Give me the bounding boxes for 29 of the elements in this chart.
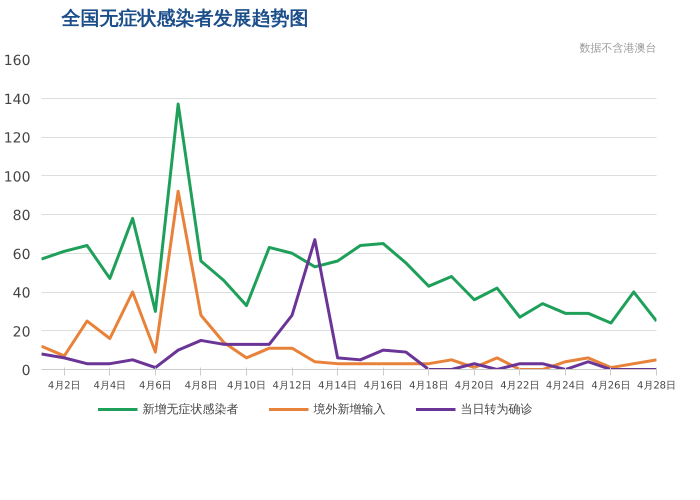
y-tick-label: 40 <box>12 286 31 302</box>
x-tick-label: 4月4日 <box>93 380 126 392</box>
x-tick-label: 4月18日 <box>409 380 448 392</box>
y-tick-label: 60 <box>12 246 31 263</box>
x-tick-label: 4月26日 <box>591 380 630 392</box>
x-tick-label: 4月20日 <box>454 380 494 392</box>
x-tick-label: 4月8日 <box>184 380 218 392</box>
x-tick-label: 4月10日 <box>226 380 266 392</box>
y-tick-label: 0 <box>22 363 31 379</box>
y-tick-label: 20 <box>12 324 31 340</box>
y-tick-label: 80 <box>12 208 31 224</box>
x-tick-label: 4月14日 <box>318 380 358 392</box>
x-tick-label: 4月6日 <box>139 380 172 392</box>
line-series <box>42 102 656 324</box>
x-tick-label: 4月22日 <box>500 380 540 392</box>
y-tick-label: 100 <box>4 169 31 186</box>
x-tick-label: 4月12日 <box>272 380 312 392</box>
y-tick-label: 160 <box>4 53 31 69</box>
legend-label: 境外新增输入 <box>314 400 386 418</box>
legend-label: 当日转为确诊 <box>460 400 532 418</box>
x-tick-label: 4月24日 <box>546 380 585 392</box>
x-tick-label: 4月28日 <box>636 380 676 392</box>
x-tick-label: 4月16日 <box>364 380 403 392</box>
y-tick-label: 140 <box>4 92 31 108</box>
text: 数据不含港澳台 <box>580 42 656 54</box>
legend-label: 新增无症状感染者 <box>142 400 238 418</box>
y-tick-label: 120 <box>4 130 31 146</box>
chart-title: 全国无症状感染者发展趋势图 <box>60 8 308 30</box>
x-tick-label: 4月2日 <box>48 380 81 392</box>
